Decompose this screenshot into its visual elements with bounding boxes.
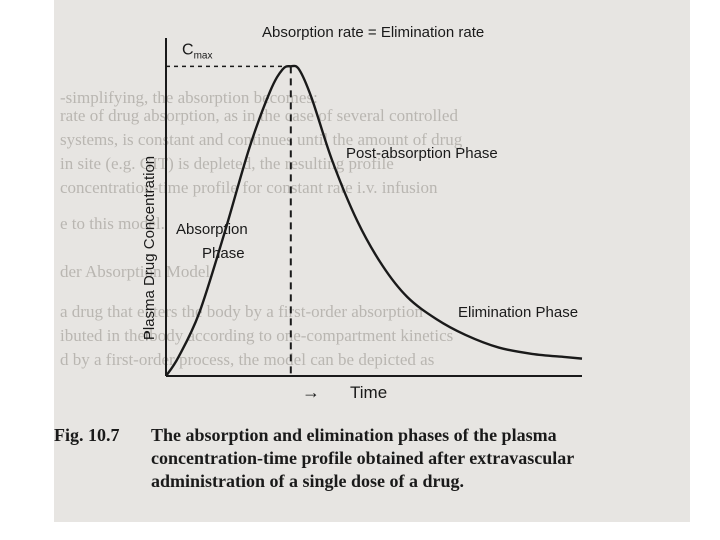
y-axis-label: Plasma Drug Concentration xyxy=(141,156,158,340)
x-axis-arrow: → xyxy=(302,382,320,402)
caption-line-3: administration of a single dose of a dru… xyxy=(151,471,465,491)
cmax-subscript: max xyxy=(194,50,213,61)
elimination-phase-label: Elimination Phase xyxy=(458,304,578,321)
scanned-page: -simplifying, the absorption becomes: ra… xyxy=(54,0,690,522)
x-axis-label: Time xyxy=(350,383,387,402)
peak-annotation: Absorption rate = Elimination rate xyxy=(262,24,484,41)
caption-line-2: concentration-time profile obtained afte… xyxy=(151,448,575,468)
cmax-label: Cmax xyxy=(182,41,212,61)
y-axis-arrow: ↑ xyxy=(143,327,151,344)
concentration-curve xyxy=(164,64,583,377)
absorption-phase-label-line1: Absorption xyxy=(176,221,248,238)
absorption-phase-label-line2: Phase xyxy=(202,245,245,262)
post-absorption-phase-label: Post-absorption Phase xyxy=(346,145,498,162)
caption-line-1: The absorption and elimination phases of… xyxy=(151,425,557,445)
figure-label: Fig. 10.7 xyxy=(54,425,120,445)
chart: Plasma Drug Concentration↑ → Time Cmax Absor… xyxy=(141,24,583,402)
